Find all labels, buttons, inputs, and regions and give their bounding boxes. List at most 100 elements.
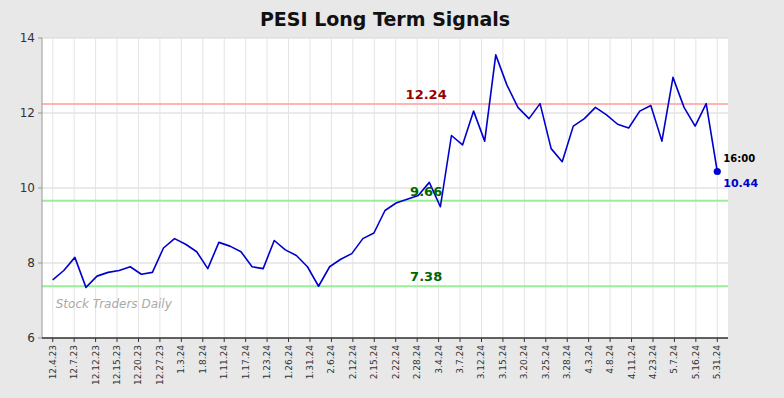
title: PESI Long Term Signals bbox=[260, 8, 510, 30]
reference-label: 12.24 bbox=[406, 87, 447, 102]
x-grid-line bbox=[610, 38, 611, 338]
y-tick bbox=[38, 263, 42, 264]
x-tick bbox=[374, 338, 375, 342]
x-tick bbox=[674, 338, 675, 342]
y-tick bbox=[38, 188, 42, 189]
x-grid-line bbox=[502, 38, 503, 338]
x-grid-line bbox=[545, 38, 546, 338]
grid bbox=[42, 38, 728, 338]
x-tick-label: 12.12.23 bbox=[91, 345, 101, 385]
y-grid-line bbox=[42, 188, 728, 189]
y-tick-label: 10 bbox=[20, 181, 35, 195]
x-tick bbox=[288, 338, 289, 342]
x-tick-label: 4.23.24 bbox=[648, 345, 658, 380]
x-tick-label: 3.15.24 bbox=[498, 345, 508, 380]
x-tick-label: 12.15.23 bbox=[112, 345, 122, 385]
x-tick-label: 1.31.24 bbox=[305, 345, 315, 380]
x-tick-label: 2.12.24 bbox=[348, 345, 358, 380]
x-tick bbox=[117, 338, 118, 342]
x-grid-line bbox=[245, 38, 246, 338]
x-tick bbox=[202, 338, 203, 342]
x-tick-label: 12.4.23 bbox=[48, 345, 58, 379]
x-tick bbox=[352, 338, 353, 342]
x-tick-label: 12.7.23 bbox=[69, 345, 79, 379]
x-tick-label: 5.31.24 bbox=[712, 345, 722, 380]
x-tick bbox=[460, 338, 461, 342]
x-grid-line bbox=[74, 38, 75, 338]
price-line bbox=[53, 55, 718, 288]
reference-line bbox=[42, 285, 728, 287]
x-tick bbox=[438, 338, 439, 342]
x-tick-label: 4.11.24 bbox=[627, 345, 637, 380]
y-tick bbox=[38, 338, 42, 339]
y-tick bbox=[38, 113, 42, 114]
x-tick bbox=[224, 338, 225, 342]
x-grid-line bbox=[631, 38, 632, 338]
x-grid-line bbox=[695, 38, 696, 338]
x-tick-label: 3.28.24 bbox=[562, 345, 572, 380]
x-grid-line bbox=[117, 38, 118, 338]
background bbox=[0, 0, 784, 398]
x-tick bbox=[588, 338, 589, 342]
x-tick-label: 3.4.24 bbox=[434, 345, 444, 374]
y-grid-line bbox=[42, 113, 728, 114]
x-tick bbox=[567, 338, 568, 342]
x-grid-line bbox=[224, 38, 225, 338]
x-tick-label: 5.7.24 bbox=[669, 345, 679, 374]
series bbox=[53, 55, 721, 288]
x-grid-line bbox=[52, 38, 53, 338]
x-tick-label: 2.28.24 bbox=[412, 345, 422, 380]
x-tick bbox=[138, 338, 139, 342]
y-tick-label: 6 bbox=[27, 331, 35, 345]
x-grid-line bbox=[288, 38, 289, 338]
y-grid-line bbox=[42, 38, 728, 39]
x-tick-label: 1.3.24 bbox=[176, 345, 186, 374]
reference-line bbox=[42, 103, 728, 105]
x-tick bbox=[545, 338, 546, 342]
x-grid-line bbox=[717, 38, 718, 338]
last-time-label: 16:00 bbox=[723, 153, 755, 164]
x-tick bbox=[267, 338, 268, 342]
watermark: Stock Traders Daily bbox=[56, 297, 173, 311]
y-tick-label: 14 bbox=[20, 31, 35, 45]
x-grid-line bbox=[524, 38, 525, 338]
x-tick-label: 4.3.24 bbox=[584, 345, 594, 374]
x-grid-line bbox=[202, 38, 203, 338]
x-tick-label: 1.26.24 bbox=[284, 345, 294, 380]
x-tick-label: 2.6.24 bbox=[326, 345, 336, 374]
x-tick-label: 1.11.24 bbox=[219, 345, 229, 380]
y-grid-line bbox=[42, 263, 728, 264]
x-grid-line bbox=[567, 38, 568, 338]
y-grid-line bbox=[42, 338, 728, 339]
x-tick-label: 12.27.23 bbox=[155, 345, 165, 385]
x-tick bbox=[181, 338, 182, 342]
x-grid-line bbox=[395, 38, 396, 338]
x-tick bbox=[95, 338, 96, 342]
x-grid-line bbox=[352, 38, 353, 338]
x-grid-line bbox=[267, 38, 268, 338]
y-tick bbox=[38, 38, 42, 39]
x-grid-line bbox=[309, 38, 310, 338]
x-tick-label: 2.15.24 bbox=[369, 345, 379, 380]
x-grid-line bbox=[481, 38, 482, 338]
x-tick-label: 1.23.24 bbox=[262, 345, 272, 380]
x-grid-line bbox=[138, 38, 139, 338]
reference-line bbox=[42, 200, 728, 202]
x-tick-label: 2.22.24 bbox=[391, 345, 401, 380]
x-grid-line bbox=[652, 38, 653, 338]
x-grid-line bbox=[374, 38, 375, 338]
x-tick bbox=[331, 338, 332, 342]
reference-label: 9.66 bbox=[410, 184, 442, 199]
x-tick bbox=[159, 338, 160, 342]
x-tick bbox=[652, 338, 653, 342]
last-point bbox=[714, 168, 721, 175]
x-tick bbox=[481, 338, 482, 342]
x-tick bbox=[245, 338, 246, 342]
x-tick bbox=[74, 338, 75, 342]
y-tick-label: 12 bbox=[20, 106, 35, 120]
x-axis-line bbox=[42, 337, 728, 339]
last-value-label: 10.44 bbox=[723, 177, 758, 190]
y-tick-label: 8 bbox=[27, 256, 35, 270]
x-grid-line bbox=[588, 38, 589, 338]
plot-background bbox=[42, 38, 728, 338]
